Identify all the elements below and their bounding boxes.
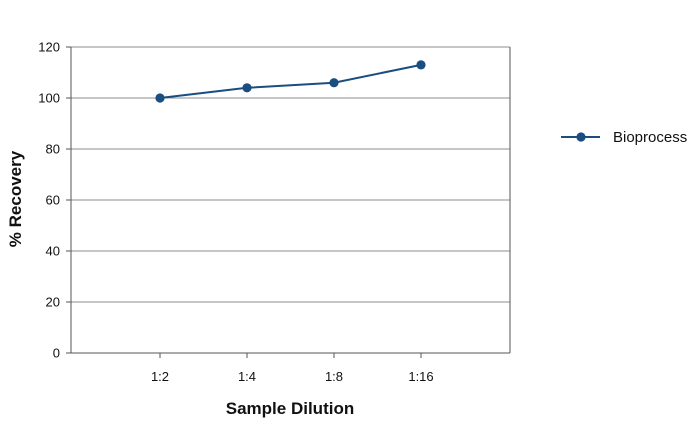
- y-tick-label-120: 120: [38, 40, 60, 55]
- y-axis-title: % Recovery: [6, 150, 25, 247]
- x-tick-label-1: 1:4: [238, 369, 256, 384]
- y-tick-label-20: 20: [46, 295, 60, 310]
- y-tick-label-60: 60: [46, 193, 60, 208]
- y-tick-label-100: 100: [38, 91, 60, 106]
- x-tick-labels: 1:2 1:4 1:8 1:16: [151, 369, 434, 384]
- y-tick-labels: 0 20 40 60 80 100 120: [38, 40, 60, 361]
- x-axis-title: Sample Dilution: [226, 399, 354, 418]
- series-line-bioprocess: [159, 63, 422, 99]
- series-lines: [159, 63, 422, 99]
- legend-marker-bioprocess: [576, 132, 586, 142]
- legend-label-bioprocess: Bioprocess: [613, 129, 687, 146]
- data-point-1-16: [416, 60, 426, 70]
- data-points: [155, 60, 426, 103]
- y-tick-label-80: 80: [46, 142, 60, 157]
- x-tick-label-0: 1:2: [151, 369, 169, 384]
- y-tick-label-0: 0: [53, 346, 60, 361]
- x-tick-label-3: 1:16: [408, 369, 433, 384]
- gridlines: [71, 46, 510, 303]
- y-tick-label-40: 40: [46, 244, 60, 259]
- data-point-1-2: [155, 93, 165, 103]
- axes: [66, 46, 511, 358]
- legend: Bioprocess: [561, 129, 687, 146]
- data-point-1-4: [242, 83, 252, 93]
- data-point-1-8: [329, 78, 339, 88]
- x-tick-label-2: 1:8: [325, 369, 343, 384]
